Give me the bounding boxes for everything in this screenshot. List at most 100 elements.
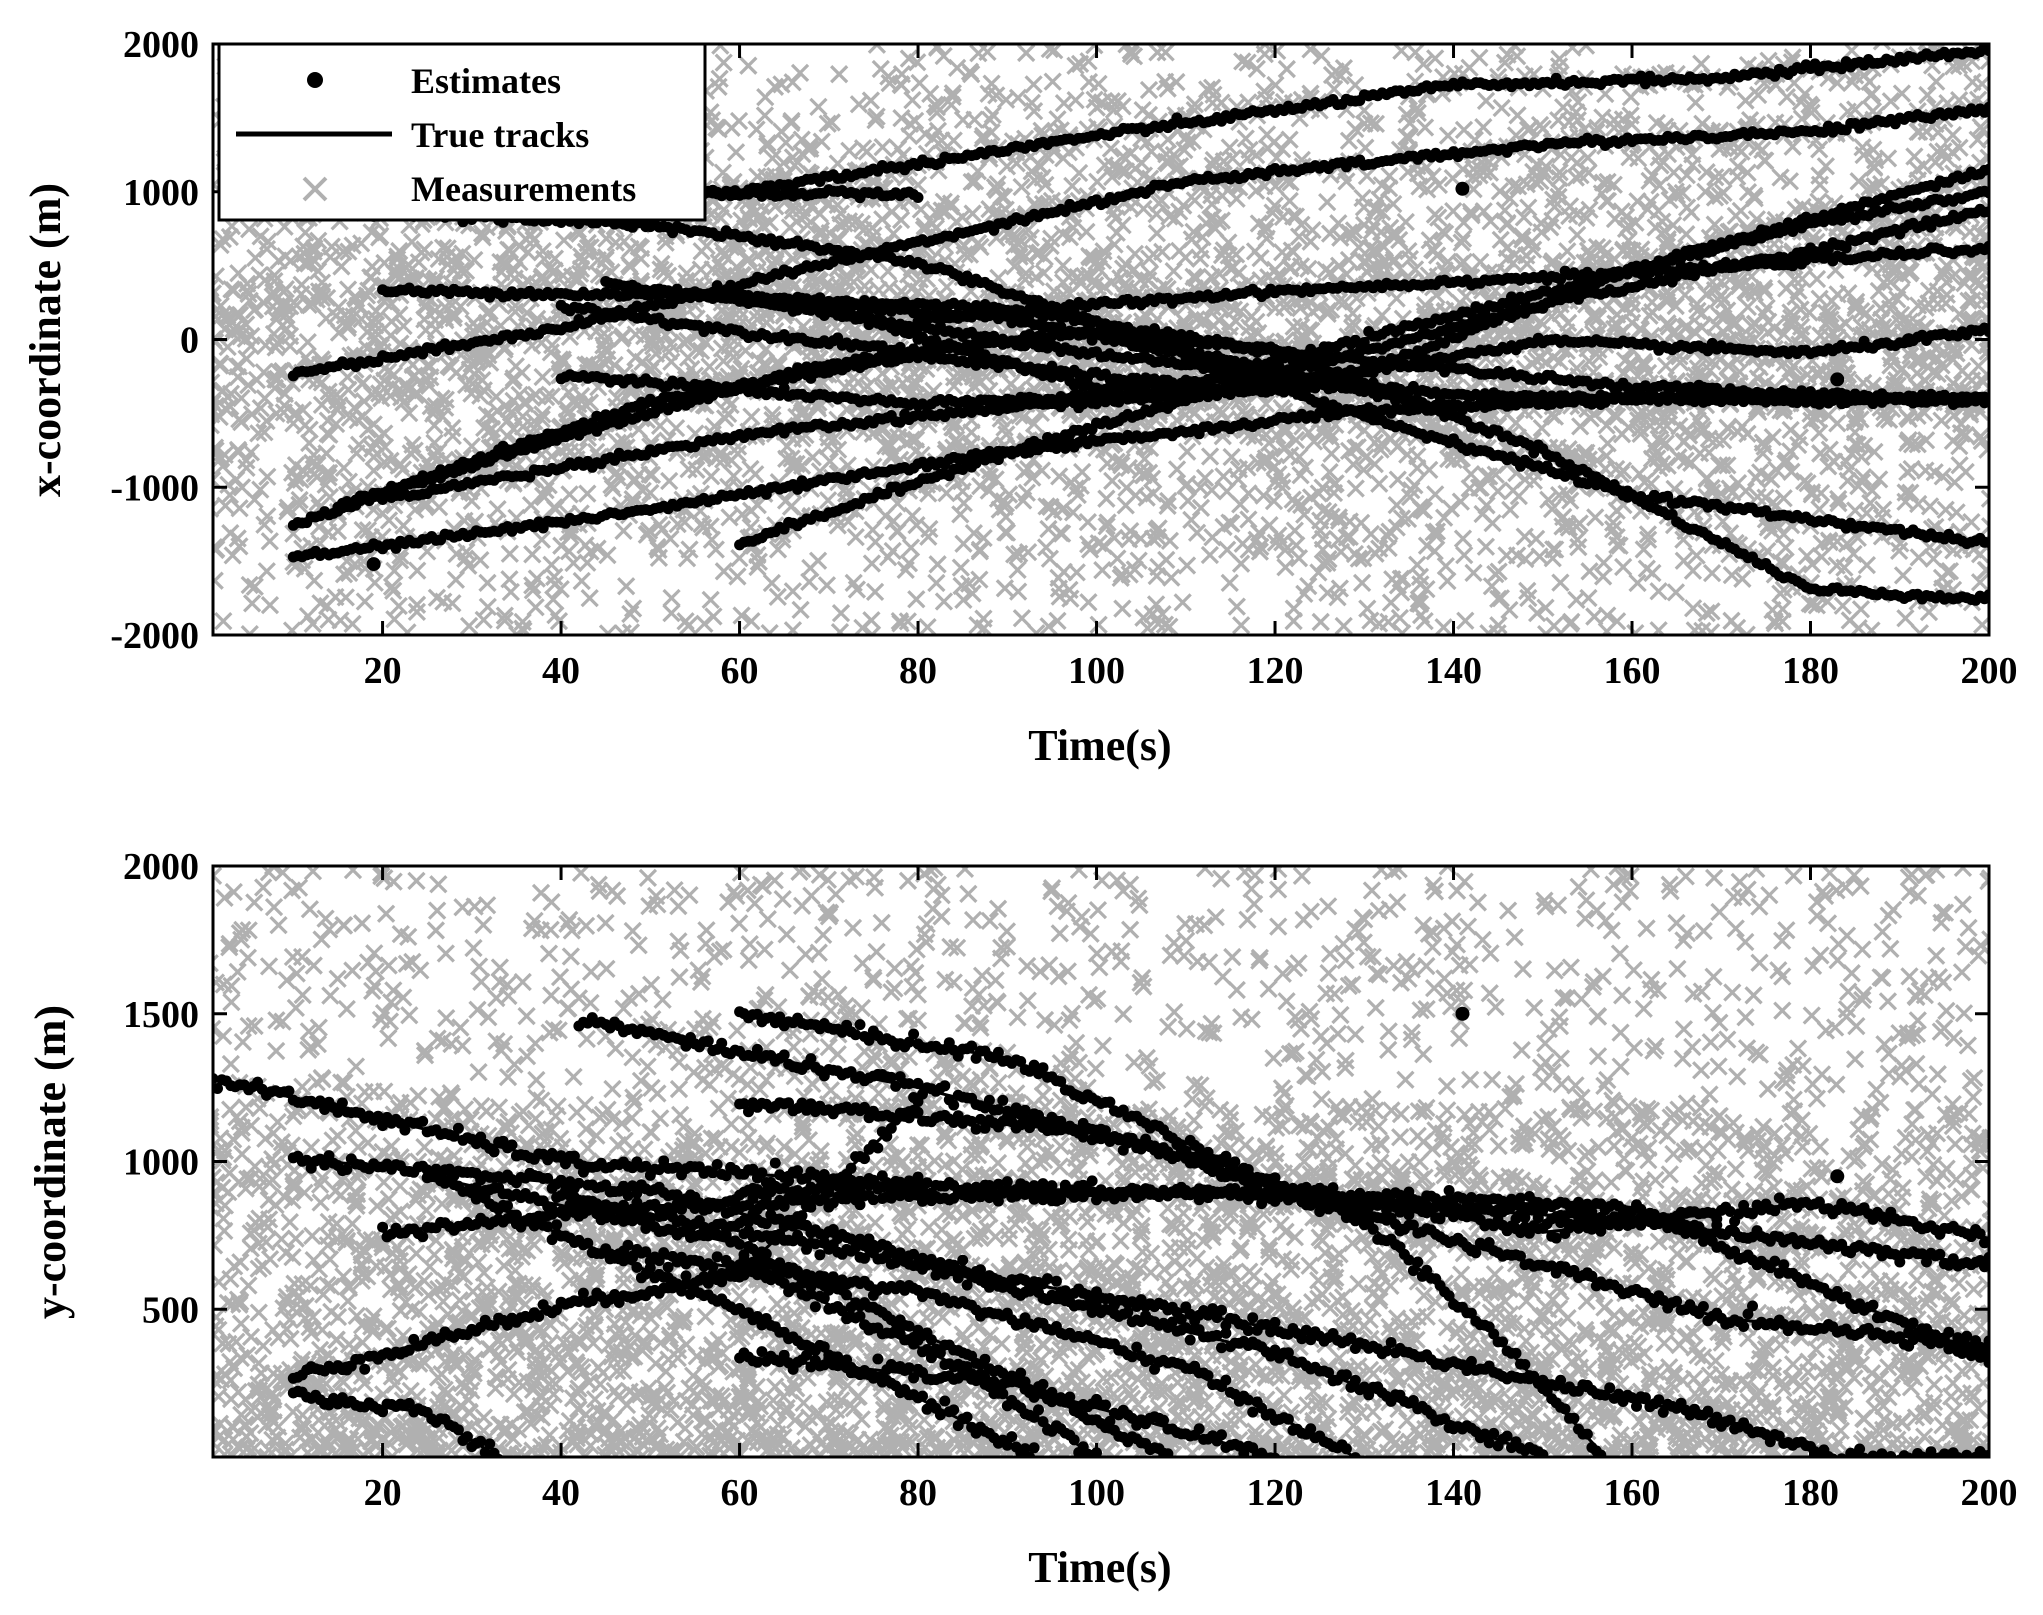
measurement-mark <box>237 458 256 478</box>
measurement-mark <box>549 611 569 631</box>
measurement-mark <box>621 623 641 635</box>
measurement-mark <box>578 484 597 503</box>
measurement-mark <box>711 44 730 55</box>
measurement-mark <box>513 612 532 632</box>
measurement-mark <box>216 496 235 515</box>
measurement-mark <box>721 395 740 415</box>
measurement-mark <box>710 446 729 465</box>
measurement-mark <box>320 463 339 483</box>
measurement-mark <box>808 551 828 570</box>
measurement-mark <box>477 405 496 424</box>
measurement-mark <box>545 261 564 280</box>
measurement-mark <box>230 537 249 556</box>
measurement-mark <box>320 487 340 507</box>
measurement-mark <box>230 499 249 518</box>
measurement-mark <box>594 336 613 355</box>
measurement-mark <box>597 229 616 248</box>
measurement-mark <box>551 580 570 599</box>
measurement-mark <box>312 373 332 392</box>
measurement-mark <box>254 363 273 382</box>
measurement-mark <box>293 400 313 420</box>
measurement-mark <box>258 467 277 486</box>
measurement-mark <box>662 352 681 371</box>
measurement-mark <box>370 228 389 247</box>
measurement-mark <box>792 456 812 475</box>
measurement-mark <box>818 491 838 510</box>
measurement-mark <box>560 485 579 504</box>
measurement-mark <box>361 268 380 287</box>
measurement-mark <box>732 606 751 625</box>
measurement-mark <box>533 367 552 387</box>
measurement-mark <box>621 257 640 276</box>
measurement-mark <box>747 120 766 139</box>
measurement-mark <box>305 571 324 590</box>
measurement-mark <box>239 376 258 395</box>
measurement-mark <box>246 248 265 267</box>
measurement-mark <box>791 600 810 619</box>
measurement-mark <box>686 340 706 359</box>
measurement-mark <box>573 252 592 271</box>
measurement-mark <box>714 200 733 219</box>
measurement-mark <box>317 444 336 463</box>
measurement-mark <box>251 480 270 499</box>
measurement-mark <box>710 69 729 88</box>
measurement-mark <box>729 111 749 131</box>
measurement-mark <box>242 594 262 613</box>
measurement-mark <box>803 448 822 467</box>
measurement-mark <box>447 363 466 382</box>
measurement-mark <box>339 380 358 399</box>
measurement-mark <box>326 414 346 434</box>
measurement-mark <box>260 532 279 551</box>
measurement-mark <box>292 275 311 294</box>
measurement-mark <box>357 286 377 305</box>
measurement-mark <box>742 407 761 426</box>
measurement-mark <box>394 393 413 412</box>
measurement-mark <box>347 444 366 463</box>
measurement-mark <box>523 581 542 600</box>
measurement-mark <box>304 242 323 261</box>
measurement-mark <box>245 490 264 509</box>
measurement-mark <box>709 253 728 272</box>
measurement-mark <box>543 335 562 355</box>
measurement-mark <box>443 594 462 613</box>
measurement-mark <box>230 410 249 429</box>
measurement-mark <box>255 423 274 442</box>
measurement-mark <box>480 421 499 440</box>
measurement-mark <box>522 388 542 407</box>
measurement-mark <box>496 256 515 276</box>
measurement-mark <box>730 308 749 328</box>
measurement-mark <box>327 385 346 404</box>
measurement-mark <box>495 611 514 630</box>
measurement-mark <box>542 387 561 406</box>
measurement-mark <box>798 139 818 158</box>
measurement-mark <box>474 610 493 630</box>
measurement-mark <box>238 274 257 293</box>
measurement-mark <box>714 53 733 72</box>
measurement-mark <box>696 333 716 352</box>
measurement-mark <box>213 438 225 457</box>
measurement-mark <box>830 65 849 84</box>
measurement-mark <box>471 550 490 570</box>
measurement-mark <box>650 416 670 435</box>
measurement-mark <box>453 244 472 263</box>
measurement-mark <box>240 575 259 595</box>
measurement-mark <box>608 468 628 487</box>
measurement-mark <box>746 465 765 484</box>
measurement-mark <box>809 97 828 117</box>
measurement-mark <box>662 588 681 608</box>
measurement-mark <box>692 242 711 261</box>
measurement-mark <box>478 597 497 616</box>
measurement-mark <box>257 562 276 581</box>
measurement-mark <box>237 451 256 470</box>
measurement-mark <box>213 284 223 303</box>
measurement-mark <box>365 573 384 592</box>
measurement-mark <box>760 624 779 635</box>
measurement-mark <box>631 238 651 258</box>
measurement-mark <box>533 405 552 424</box>
measurement-mark <box>390 241 409 261</box>
measurement-mark <box>521 225 541 244</box>
measurement-mark <box>501 582 520 602</box>
measurement-mark <box>334 242 353 261</box>
measurement-mark <box>739 56 758 75</box>
measurement-mark <box>353 407 372 427</box>
